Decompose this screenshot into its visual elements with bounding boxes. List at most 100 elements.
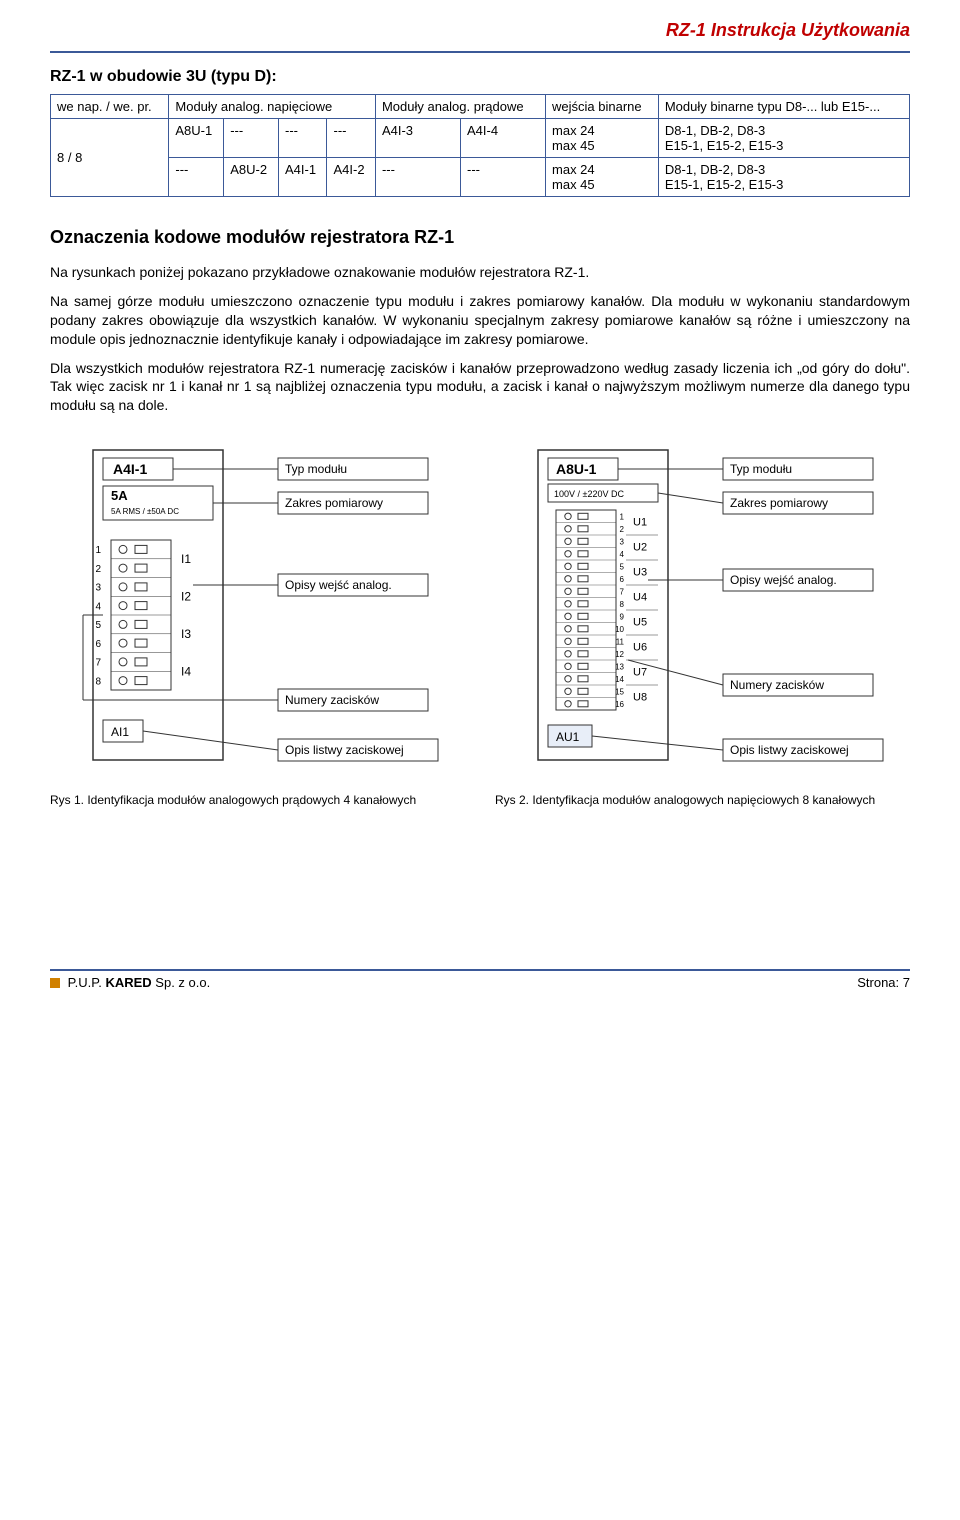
td: A4I-1 bbox=[279, 158, 327, 197]
svg-text:3: 3 bbox=[619, 538, 624, 547]
diagrams-row: A4I-1 5A 5A RMS / ±50A DC 12345678 I1I2I… bbox=[50, 440, 910, 770]
footer-page-num: Strona: 7 bbox=[857, 975, 910, 990]
callout-typ: Typ modułu bbox=[730, 462, 792, 476]
svg-text:U5: U5 bbox=[633, 617, 647, 629]
header-rule bbox=[50, 51, 910, 53]
svg-text:I4: I4 bbox=[181, 665, 191, 679]
td: A4I-4 bbox=[460, 119, 545, 158]
svg-text:I2: I2 bbox=[181, 590, 191, 604]
svg-text:I3: I3 bbox=[181, 627, 191, 641]
footer-company-suffix: Sp. z o.o. bbox=[152, 975, 211, 990]
svg-text:5: 5 bbox=[95, 620, 101, 631]
svg-text:13: 13 bbox=[615, 663, 624, 672]
svg-text:8: 8 bbox=[95, 677, 101, 688]
svg-text:4: 4 bbox=[619, 550, 624, 559]
diagram-b-svg: A8U-1 100V / ±220V DC 123456789101112131… bbox=[498, 440, 908, 770]
td: max 24 max 45 bbox=[546, 158, 659, 197]
td: --- bbox=[375, 158, 460, 197]
svg-text:I1: I1 bbox=[181, 552, 191, 566]
td: A8U-1 bbox=[169, 119, 224, 158]
svg-text:6: 6 bbox=[619, 575, 624, 584]
diag-a-range: 5A bbox=[111, 488, 128, 503]
heading-kodowe: Oznaczenia kodowe modułów rejestratora R… bbox=[50, 227, 910, 248]
svg-text:3: 3 bbox=[95, 583, 101, 594]
td: A4I-2 bbox=[327, 158, 375, 197]
svg-text:15: 15 bbox=[615, 688, 624, 697]
paragraph: Na rysunkach poniżej pokazano przykładow… bbox=[50, 263, 910, 282]
td: --- bbox=[279, 119, 327, 158]
paragraph: Dla wszystkich modułów rejestratora RZ-1… bbox=[50, 359, 910, 416]
svg-text:2: 2 bbox=[95, 564, 101, 575]
svg-text:5: 5 bbox=[619, 563, 624, 572]
td: --- bbox=[224, 119, 279, 158]
table-header-row: we nap. / we. pr. Moduły analog. napięci… bbox=[51, 95, 910, 119]
callout-numery: Numery zacisków bbox=[730, 678, 824, 692]
callout-opisy: Opisy wejść analog. bbox=[285, 578, 392, 592]
svg-text:12: 12 bbox=[615, 650, 624, 659]
figure-captions: Rys 1. Identyfikacja modułów analogowych… bbox=[50, 785, 910, 809]
diag-b-name: A8U-1 bbox=[556, 461, 597, 477]
callout-zakres: Zakres pomiarowy bbox=[730, 496, 828, 510]
diag-a-range-sub: 5A RMS / ±50A DC bbox=[111, 507, 179, 516]
diagram-a-svg: A4I-1 5A 5A RMS / ±50A DC 1 2 3 4 5 6 7 8 I1 I2 I… bbox=[53, 440, 463, 770]
svg-text:1: 1 bbox=[619, 513, 624, 522]
th: Moduły analog. napięciowe bbox=[169, 95, 376, 119]
th: Moduły binarne typu D8-... lub E15-... bbox=[658, 95, 909, 119]
td: D8-1, DB-2, D8-3 E15-1, E15-2, E15-3 bbox=[658, 158, 909, 197]
svg-text:U6: U6 bbox=[633, 642, 647, 654]
doc-header-title: RZ-1 Instrukcja Użytkowania bbox=[50, 20, 910, 41]
section-title: RZ-1 w obudowie 3U (typu D): bbox=[50, 68, 910, 86]
th: we nap. / we. pr. bbox=[51, 95, 169, 119]
diagram-a4i: A4I-1 5A 5A RMS / ±50A DC 1 2 3 4 5 6 7 8 I1 I2 I… bbox=[50, 440, 465, 770]
svg-text:1: 1 bbox=[95, 545, 101, 556]
th: Moduły analog. prądowe bbox=[375, 95, 545, 119]
svg-text:U8: U8 bbox=[633, 692, 647, 704]
td: D8-1, DB-2, D8-3 E15-1, E15-2, E15-3 bbox=[658, 119, 909, 158]
page-footer: P.U.P. KARED Sp. z o.o. Strona: 7 bbox=[50, 969, 910, 990]
fig2-caption: Rys 2. Identyfikacja modułów analogowych… bbox=[495, 793, 910, 809]
callout-typ: Typ modułu bbox=[285, 462, 347, 476]
td: 8 / 8 bbox=[51, 119, 169, 197]
td: A4I-3 bbox=[375, 119, 460, 158]
paragraph: Na samej górze modułu umieszczono oznacz… bbox=[50, 292, 910, 349]
footer-logo-square bbox=[50, 978, 60, 988]
td: A8U-2 bbox=[224, 158, 279, 197]
callout-listwa: Opis listwy zaciskowej bbox=[730, 743, 849, 757]
callout-listwa: Opis listwy zaciskowej bbox=[285, 743, 404, 757]
svg-text:U7: U7 bbox=[633, 667, 647, 679]
diagram-a8u: A8U-1 100V / ±220V DC 123456789101112131… bbox=[495, 440, 910, 770]
spec-table: we nap. / we. pr. Moduły analog. napięci… bbox=[50, 94, 910, 197]
svg-text:16: 16 bbox=[615, 700, 624, 709]
diag-b-strip: AU1 bbox=[556, 730, 580, 744]
table-row: --- A8U-2 A4I-1 A4I-2 --- --- max 24 max… bbox=[51, 158, 910, 197]
svg-text:4: 4 bbox=[95, 602, 101, 613]
td: --- bbox=[169, 158, 224, 197]
callout-zakres: Zakres pomiarowy bbox=[285, 496, 383, 510]
td: --- bbox=[327, 119, 375, 158]
svg-text:U1: U1 bbox=[633, 517, 647, 529]
diag-a-strip: AI1 bbox=[111, 725, 129, 739]
fig1-caption: Rys 1. Identyfikacja modułów analogowych… bbox=[50, 793, 465, 809]
footer-left: P.U.P. KARED Sp. z o.o. bbox=[50, 975, 210, 990]
svg-text:U3: U3 bbox=[633, 567, 647, 579]
svg-text:10: 10 bbox=[615, 625, 624, 634]
callout-numery: Numery zacisków bbox=[285, 693, 379, 707]
svg-text:2: 2 bbox=[619, 525, 624, 534]
table-row: 8 / 8 A8U-1 --- --- --- A4I-3 A4I-4 max … bbox=[51, 119, 910, 158]
svg-text:9: 9 bbox=[619, 613, 624, 622]
footer-company-bold: KARED bbox=[105, 975, 151, 990]
diag-a-name: A4I-1 bbox=[113, 461, 147, 477]
svg-text:U4: U4 bbox=[633, 592, 647, 604]
td: max 24 max 45 bbox=[546, 119, 659, 158]
svg-text:U2: U2 bbox=[633, 542, 647, 554]
svg-text:14: 14 bbox=[615, 675, 624, 684]
td: --- bbox=[460, 158, 545, 197]
diag-b-range: 100V / ±220V DC bbox=[554, 489, 624, 499]
svg-text:7: 7 bbox=[619, 588, 624, 597]
svg-text:7: 7 bbox=[95, 658, 101, 669]
svg-text:8: 8 bbox=[619, 600, 624, 609]
callout-opisy: Opisy wejść analog. bbox=[730, 573, 837, 587]
svg-text:6: 6 bbox=[95, 639, 101, 650]
footer-company-prefix: P.U.P. bbox=[68, 975, 106, 990]
svg-text:11: 11 bbox=[615, 638, 624, 647]
